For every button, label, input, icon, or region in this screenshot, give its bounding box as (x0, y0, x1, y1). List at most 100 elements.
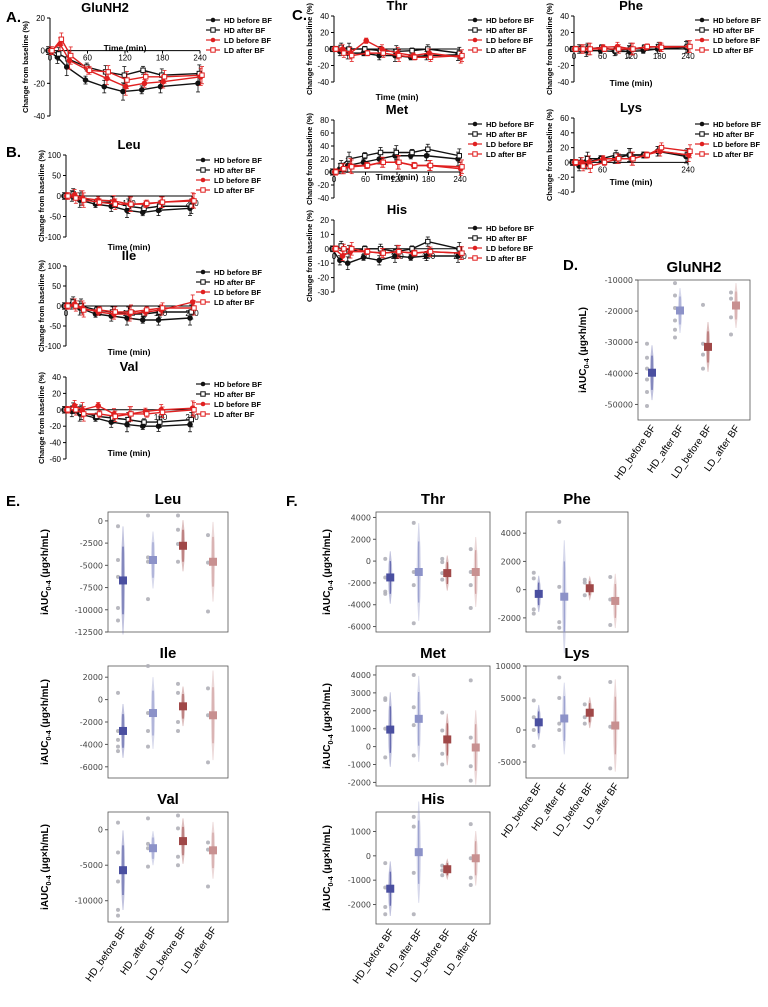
legend-label: LD before BF (214, 288, 262, 297)
data-point (380, 159, 386, 165)
plot-frame (107, 811, 229, 923)
data-point (144, 307, 150, 313)
chart-title: Leu (155, 491, 182, 508)
x-tick-label: 60 (83, 54, 92, 63)
legend-marker (200, 411, 206, 417)
legend-label: HD before BF (214, 156, 262, 165)
legend-marker (472, 121, 478, 127)
legend-marker (472, 17, 478, 23)
y-tick-label: 0 (565, 158, 570, 167)
line-chart-A-GluNH2: GluNH2 20 0 -20 -40 0 60 120 180 240 Change from b… (21, 0, 272, 121)
legend-marker (472, 27, 478, 33)
iauc-chart-D-GluNH2: GluNH2 -10000 -20000 -30000 -40000 -50000 iAUC… (578, 259, 751, 482)
data-point (425, 146, 431, 152)
data-point (65, 407, 71, 413)
mean-marker (732, 301, 740, 310)
data-point (176, 681, 180, 686)
data-point (116, 749, 120, 754)
data-point (459, 250, 465, 256)
data-point (65, 303, 71, 309)
y-tick-label: 0 (57, 406, 62, 415)
chart-title: Phe (619, 0, 643, 13)
data-point (729, 332, 733, 337)
data-point (468, 678, 473, 683)
mean-marker (209, 846, 217, 855)
data-point (630, 46, 636, 52)
data-point (176, 559, 180, 564)
x-axis-title: Time (min) (376, 92, 419, 102)
y-tick-label: 100 (48, 151, 62, 160)
x-axis-title: Time (min) (108, 448, 151, 458)
y-tick-label: 20 (36, 14, 45, 23)
data-point (333, 46, 339, 52)
legend-label: LD before BF (486, 36, 534, 45)
data-point (383, 755, 388, 760)
data-point (557, 696, 562, 700)
data-point (411, 824, 416, 829)
data-point (138, 87, 145, 93)
x-axis-title: Time (min) (376, 282, 419, 292)
data-point (141, 80, 148, 87)
mean-marker (209, 711, 217, 720)
panel-label-c: C. (292, 7, 307, 24)
data-point (412, 250, 418, 256)
data-point (364, 162, 371, 169)
y-tick-label: 0 (366, 743, 371, 752)
y-tick-label: -40 (557, 78, 569, 87)
data-point (645, 341, 649, 346)
y-tick-label: -5000 (80, 861, 103, 870)
chart-title: GluNH2 (666, 259, 721, 276)
y-tick-label: 0 (516, 586, 521, 595)
chart-title: Ile (160, 645, 177, 662)
y-tick-label: -20 (317, 62, 329, 71)
legend-label: LD before BF (486, 244, 534, 253)
legend-label: HD after BF (486, 234, 528, 243)
y-tick-label: -30 (317, 288, 329, 297)
data-point (411, 723, 416, 728)
legend-label: HD after BF (214, 278, 256, 287)
iauc-chart-F-Phe: Phe 4000 2000 0 -2000 (498, 491, 629, 654)
data-point (411, 912, 416, 917)
legend-marker (200, 381, 206, 387)
legend-label: LD after BF (713, 46, 754, 55)
mean-marker (471, 568, 480, 576)
y-tick-label: -50000 (605, 400, 633, 409)
mean-marker (648, 368, 656, 377)
y-tick-label: 10 (320, 230, 329, 239)
mean-marker (149, 844, 157, 853)
y-tick-label: 2000 (83, 673, 103, 682)
mean-marker (386, 725, 395, 734)
y-tick-label: -50 (49, 322, 61, 331)
data-point (557, 675, 562, 680)
data-point (144, 411, 150, 417)
y-tick-label: 0 (516, 726, 521, 735)
y-tick-label: 40 (560, 12, 569, 21)
y-tick-label: -100 (45, 233, 62, 242)
data-point (608, 680, 613, 684)
y-axis-title: iAUC0-4 (μg×h/mL) (322, 683, 335, 769)
legend-label: LD before BF (713, 140, 761, 149)
data-point (116, 907, 120, 912)
y-axis-title-part: (μg×h/mL) (40, 824, 51, 875)
data-point (440, 560, 445, 565)
data-point (128, 411, 134, 417)
data-point (146, 728, 150, 733)
data-point (191, 407, 197, 413)
legend-label: HD before BF (713, 16, 761, 25)
y-tick-label: -40 (49, 439, 61, 448)
line-chart-C-Lys: Lys 60 40 20 0 -20 -40 60 240 Change from baselin… (545, 100, 761, 201)
y-tick-label: 40 (320, 12, 329, 21)
data-point (440, 728, 445, 733)
mean-marker (119, 726, 127, 735)
y-tick-label: 0 (366, 852, 371, 861)
data-point (159, 409, 166, 415)
y-tick-label: 0 (41, 47, 46, 56)
y-tick-label: -40000 (605, 369, 633, 378)
data-point (176, 720, 180, 724)
legend-marker (200, 157, 206, 163)
y-axis-title: Change from baseline (%) (21, 20, 30, 113)
plot-frame (525, 511, 629, 633)
data-point (146, 597, 150, 602)
